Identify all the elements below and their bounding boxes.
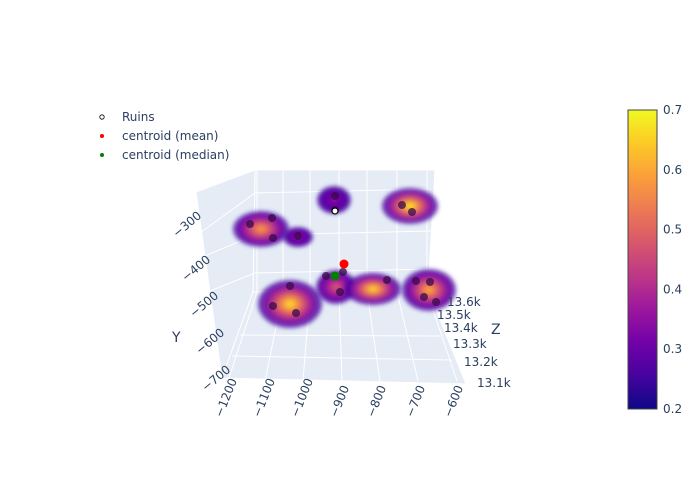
data-point <box>292 309 300 317</box>
y-tick-label: −300 <box>170 208 204 240</box>
density-layer <box>332 284 340 290</box>
colorbar-tick-label: 0.5 <box>663 223 682 237</box>
z-tick-label: 13.6k <box>447 295 481 309</box>
z-axis-title: Z <box>491 322 501 338</box>
data-point <box>331 192 339 200</box>
density-cluster <box>382 188 438 224</box>
legend-label: centroid (median) <box>122 148 229 162</box>
density-layer <box>368 286 378 292</box>
data-point <box>339 268 347 276</box>
data-point <box>412 277 420 285</box>
colorbar-tick-label: 0.4 <box>663 282 682 296</box>
gridline <box>199 192 256 234</box>
z-tick-label: 13.4k <box>444 321 478 335</box>
data-point <box>269 302 277 310</box>
z-tick-label: 13.2k <box>464 355 498 369</box>
gridline <box>366 291 381 382</box>
marker-points <box>330 207 349 281</box>
data-point <box>432 298 440 306</box>
scene[interactable] <box>195 169 467 385</box>
data-point <box>408 208 416 216</box>
y-axis-title: Y <box>171 330 181 346</box>
x-tick-label: −1000 <box>288 376 316 419</box>
legend-marker-centroid-mean <box>100 134 104 138</box>
data-point <box>286 282 294 290</box>
colorbar-gradient <box>627 109 658 410</box>
gridline <box>227 291 258 382</box>
legend-marker-ruins <box>99 114 105 120</box>
gridline <box>396 291 419 382</box>
legend-item-centroid-mean[interactable]: centroid (mean) <box>100 129 218 143</box>
colorbar-ticks: 0.7 0.6 0.5 0.4 0.3 0.2 <box>663 103 682 416</box>
data-point <box>336 288 344 296</box>
legend: Ruins centroid (mean) centroid (median) <box>99 110 229 162</box>
density-cluster <box>345 273 401 305</box>
data-point <box>322 272 330 280</box>
colorbar: 0.7 0.6 0.5 0.4 0.3 0.2 <box>627 103 682 416</box>
z-tick-label: 13.1k <box>477 376 511 390</box>
density-cluster <box>258 280 322 328</box>
z-axis: 13.6k 13.5k 13.4k 13.3k 13.2k 13.1k Z <box>437 295 511 390</box>
x-tick-label: −800 <box>364 383 389 419</box>
z-tick-label: 13.3k <box>453 337 487 351</box>
data-point <box>269 234 277 242</box>
legend-item-ruins[interactable]: Ruins <box>99 110 155 124</box>
x-tick-label: −900 <box>327 383 352 419</box>
z-tick-label: 13.5k <box>437 308 471 322</box>
centroid-mean-point <box>339 259 349 269</box>
legend-label: Ruins <box>122 110 155 124</box>
data-point <box>294 232 302 240</box>
density-layer <box>284 300 296 308</box>
gridline <box>239 334 441 337</box>
data-point <box>383 276 391 284</box>
legend-item-centroid-median[interactable]: centroid (median) <box>100 148 229 162</box>
density-layer <box>424 286 434 294</box>
x-tick-label: −600 <box>441 383 466 419</box>
data-point <box>420 293 428 301</box>
colorbar-tick-label: 0.7 <box>663 103 682 117</box>
legend-label: centroid (mean) <box>122 129 218 143</box>
density-layer <box>256 226 266 232</box>
colorbar-tick-label: 0.2 <box>663 402 682 416</box>
density-cluster <box>233 211 289 247</box>
x-tick-label: −1100 <box>250 376 278 419</box>
legend-marker-centroid-median <box>100 153 104 157</box>
data-point <box>246 220 254 228</box>
gridline <box>199 272 256 296</box>
density-cluster <box>316 270 356 304</box>
data-point <box>268 214 276 222</box>
data-point <box>426 278 434 286</box>
centroid-median-point <box>330 271 340 281</box>
gridline <box>338 291 343 382</box>
data-point <box>398 201 406 209</box>
ruins-point <box>331 207 339 215</box>
x-tick-label: −700 <box>403 383 428 419</box>
gridline <box>231 355 453 361</box>
colorbar-tick-label: 0.6 <box>663 163 682 177</box>
density-layer <box>405 203 415 209</box>
colorbar-tick-label: 0.3 <box>663 342 682 356</box>
